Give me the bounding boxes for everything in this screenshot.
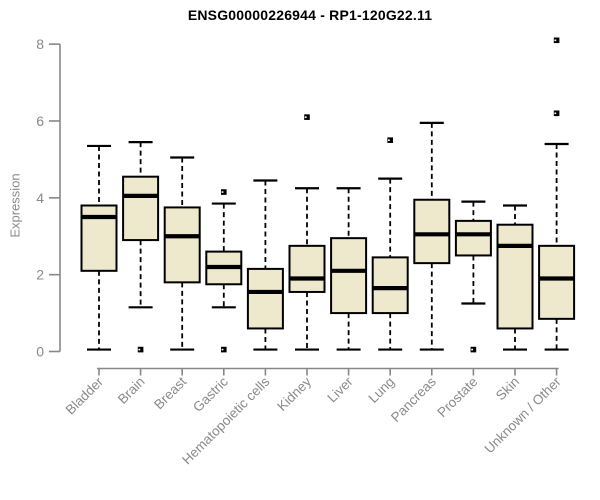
outlier-point [470, 346, 477, 353]
box-prostate [454, 200, 492, 353]
iqr-box [288, 244, 326, 293]
box-pancreas [413, 121, 451, 351]
x-tick-label-unknown-other: Unknown / Other [481, 374, 564, 457]
iqr-box [122, 175, 160, 242]
box-breast [163, 156, 201, 351]
chart-title: ENSG00000226944 - RP1-120G22.11 [187, 7, 433, 23]
box-skin [496, 204, 534, 351]
box-kidney [288, 114, 326, 351]
outlier-point [221, 346, 227, 353]
x-tick-label-breast: Breast [151, 374, 189, 412]
x-tick-label-kidney: Kidney [274, 374, 314, 414]
iqr-box [246, 267, 284, 330]
box-gastric [205, 189, 243, 353]
x-tick-label-lung: Lung [365, 374, 397, 406]
box-brain [122, 141, 160, 353]
iqr-box [163, 206, 201, 284]
box-liver [330, 187, 368, 351]
x-tick-label-bladder: Bladder [63, 374, 107, 418]
x-tick-label-gastric: Gastric [190, 374, 231, 415]
iqr-box [371, 256, 409, 315]
outlier-point [387, 137, 393, 143]
x-tick-label-prostate: Prostate [434, 374, 480, 420]
box-unknown-other [538, 37, 576, 351]
box-hematopoietic-cells [246, 179, 284, 351]
outlier-point [137, 346, 144, 353]
y-tick-label: 0 [36, 344, 44, 360]
y-tick-label: 4 [36, 190, 44, 206]
iqr-box [330, 237, 368, 315]
x-tick-label-brain: Brain [115, 374, 148, 407]
x-tick-label-liver: Liver [324, 374, 356, 406]
box-bladder [80, 144, 118, 351]
y-axis: 0 2 4 6 8 [36, 36, 61, 360]
iqr-box [454, 219, 492, 257]
iqr-box [496, 223, 534, 330]
x-tick-label-skin: Skin [493, 374, 522, 403]
x-tick-label-pancreas: Pancreas [388, 374, 439, 425]
iqr-box [538, 244, 576, 320]
outlier-point [221, 189, 227, 195]
box-lung [371, 137, 409, 351]
iqr-box [413, 198, 451, 265]
outlier-point [553, 110, 560, 117]
y-tick-label: 2 [36, 267, 44, 283]
outlier-point [553, 37, 560, 44]
y-tick-label: 8 [36, 36, 44, 52]
y-tick-label: 6 [36, 113, 44, 129]
outlier-point [304, 114, 310, 120]
